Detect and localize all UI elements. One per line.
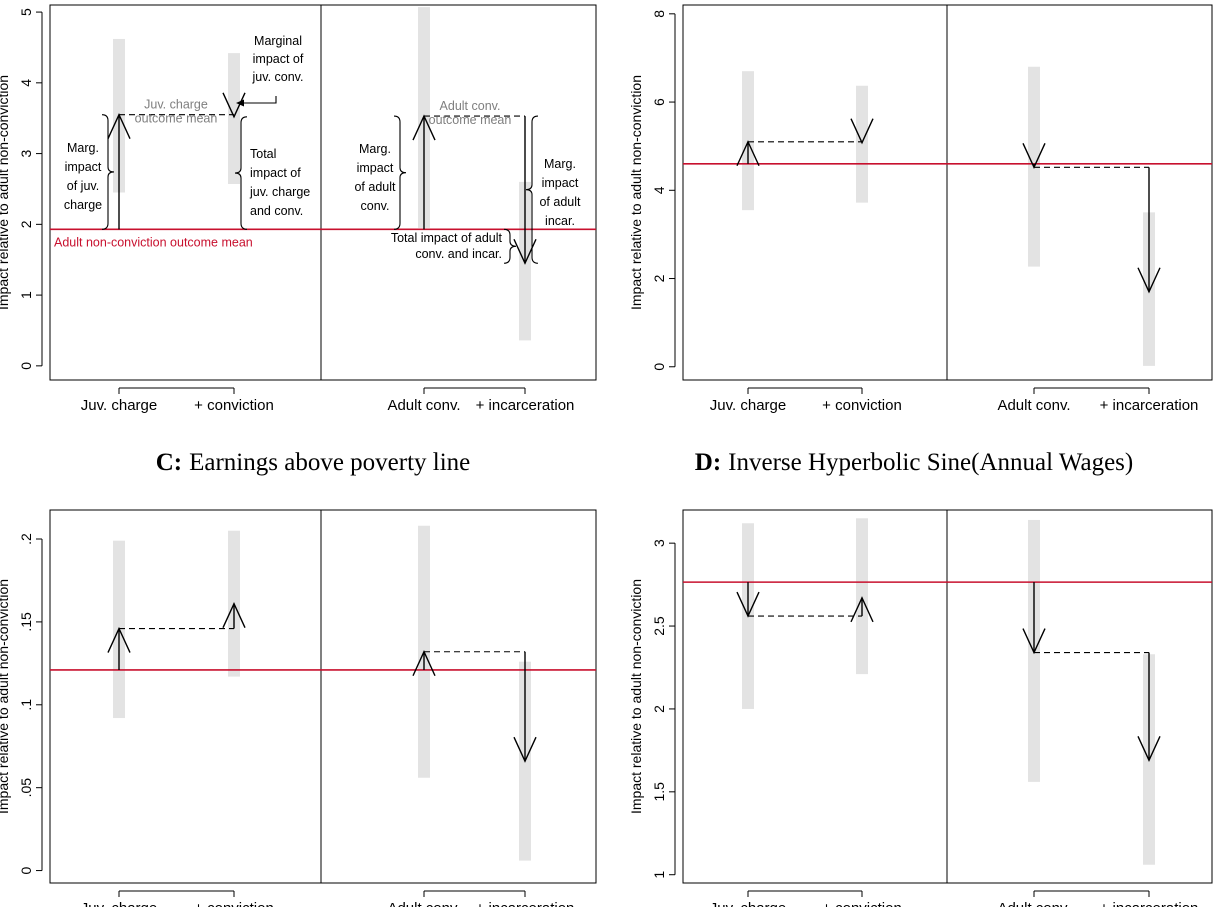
marginal-juv-conv-label-line: impact of — [253, 52, 304, 66]
total-juv-label-line: impact of — [250, 166, 301, 180]
total-adult-brace — [503, 228, 517, 264]
y-tick-label: 0 — [651, 363, 667, 371]
juv-conviction-arrow-head — [222, 601, 246, 628]
y-tick-label: 1 — [651, 871, 667, 879]
y-tick-label: 3 — [18, 149, 34, 157]
panel-d-title: D: Inverse Hyperbolic Sine(Annual Wages) — [695, 449, 1133, 476]
juv-mean-label-line: outcome mean — [135, 112, 218, 126]
y-tick-label: 2 — [651, 274, 667, 282]
marg-juv-charge-label-line: of juv. — [67, 179, 99, 193]
x-tick-label: Juv. charge — [81, 900, 157, 907]
marg-adult-conv-label-line: Marg. — [359, 142, 391, 156]
ci-bar — [228, 53, 240, 185]
x-tick-label: Adult conv. — [997, 900, 1070, 907]
x-tick-label: + conviction — [822, 900, 902, 907]
y-tick-label: 0 — [18, 866, 34, 874]
marg-adult-incar-label-line: of adult — [539, 195, 581, 209]
marg-adult-incar-label-line: impact — [542, 176, 579, 190]
y-tick-label: .1 — [18, 699, 34, 711]
plot-frame — [49, 4, 597, 381]
y-tick-label: 2 — [18, 220, 34, 228]
marg-adult-conv-label-line: impact — [357, 161, 394, 175]
juv-conviction-arrow-head — [850, 596, 874, 623]
panel-a: 0 1 2 3 4 5 Impact relative to adult non-convi… — [0, 4, 597, 414]
y-tick-label: 6 — [651, 98, 667, 106]
total-juv-label-line: Total — [250, 147, 276, 161]
y-tick-label: 8 — [651, 10, 667, 18]
panel-c-title-text: Earnings above poverty line — [189, 449, 470, 476]
adult-mean-label-line: Adult conv. — [440, 99, 501, 113]
y-tick-label: 1.5 — [651, 782, 667, 802]
baseline-label: Adult non-conviction outcome mean — [54, 235, 253, 249]
x-tick-label: + conviction — [194, 397, 274, 414]
total-adult-label-line: Total impact of adult — [391, 231, 503, 245]
y-tick-label: 0 — [18, 362, 34, 370]
panel-b: 0 2 4 6 8 Impact relative to adult non-convic… — [628, 4, 1213, 414]
y-tick-label: 4 — [651, 186, 667, 194]
adult-incarceration-arrow-head — [513, 736, 537, 763]
x-tick-label: + conviction — [822, 397, 902, 414]
marg-adult-incar-label-line: Marg. — [544, 157, 576, 171]
y-tick-label: .05 — [18, 778, 34, 798]
panel-d: 1 1.5 2 2.5 3 Impact relative to adult non-co… — [628, 509, 1213, 907]
x-tick-label: Juv. charge — [710, 900, 786, 907]
x-tick-label: + incarceration — [1100, 900, 1199, 907]
y-tick-label: .15 — [18, 612, 34, 632]
panel-d-title-text: Inverse Hyperbolic Sine(Annual Wages) — [728, 449, 1133, 476]
x-tick-label: + incarceration — [1100, 397, 1199, 414]
total-adult-label-line: conv. and incar. — [415, 247, 502, 261]
marg-adult-incar-brace — [525, 115, 539, 264]
total-juv-label-line: and conv. — [250, 204, 303, 218]
marg-juv-charge-brace — [101, 114, 115, 230]
marg-adult-conv-label-line: of adult — [354, 180, 396, 194]
y-tick-label: 5 — [18, 8, 34, 16]
marg-juv-charge-label-line: charge — [64, 198, 102, 212]
marginal-juv-conv-label-line: juv. conv. — [252, 70, 304, 84]
y-axis-label: Impact relative to adult non-conviction — [628, 75, 644, 310]
juv-mean-label-line: Juv. charge — [144, 98, 208, 112]
marg-juv-charge-label-line: Marg. — [67, 141, 99, 155]
adult-incarceration-arrow-head — [1137, 736, 1161, 763]
plot-frame — [49, 509, 597, 884]
x-tick-label: + conviction — [194, 900, 274, 907]
marginal-juv-conv-label-line: Marginal — [254, 34, 302, 48]
y-tick-label: 4 — [18, 79, 34, 87]
panel-d-letter: D: — [695, 449, 721, 476]
y-tick-label: 2 — [651, 705, 667, 713]
total-juv-label-line: juv. charge — [249, 185, 310, 199]
y-tick-label: .2 — [18, 533, 34, 545]
panel-c: 0 .05 .1 .15 .2 Impact relative to adult non-… — [0, 509, 597, 907]
marg-juv-charge-label-line: impact — [65, 160, 102, 174]
y-tick-label: 3 — [651, 539, 667, 547]
marginal-juv-conv-leader — [242, 96, 277, 104]
marg-adult-conv-label-line: conv. — [361, 199, 390, 213]
y-axis-label: Impact relative to adult non-conviction — [0, 75, 11, 310]
x-tick-label: Juv. charge — [710, 397, 786, 414]
juv-conviction-arrow-head — [850, 118, 874, 145]
y-axis-label: Impact relative to adult non-conviction — [0, 579, 11, 814]
x-tick-label: Juv. charge — [81, 397, 157, 414]
adult-mean-label-line: outcome mean — [429, 113, 512, 127]
x-tick-label: Adult conv. — [387, 397, 460, 414]
y-axis-label: Impact relative to adult non-conviction — [628, 579, 644, 814]
x-tick-label: Adult conv. — [387, 900, 460, 907]
total-juv-brace — [234, 116, 248, 230]
x-tick-label: + incarceration — [476, 397, 575, 414]
marginal-juv-conv-leader-head — [236, 99, 244, 107]
adult-incarceration-arrow-head — [1137, 267, 1161, 294]
x-tick-label: + incarceration — [476, 900, 575, 907]
x-tick-label: Adult conv. — [997, 397, 1070, 414]
y-tick-label: 1 — [18, 291, 34, 299]
marg-adult-incar-label-line: incar. — [545, 214, 575, 228]
marg-adult-conv-brace — [393, 115, 407, 230]
panel-c-letter: C: — [156, 449, 182, 476]
y-tick-label: 2.5 — [651, 616, 667, 636]
panel-c-title: C: Earnings above poverty line — [156, 449, 471, 476]
